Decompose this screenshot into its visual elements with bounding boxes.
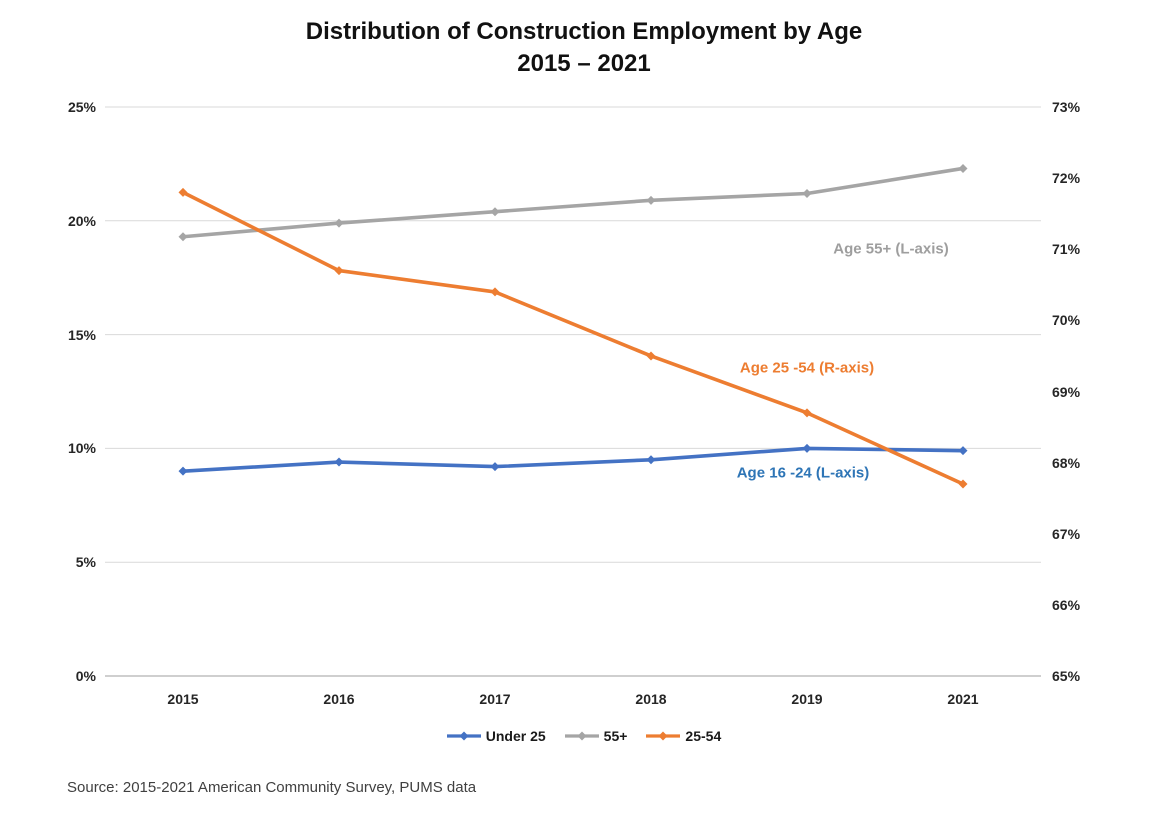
marker-25-54 — [802, 408, 812, 418]
legend-swatch-icon — [564, 731, 599, 741]
left-axis-tick-label: 0% — [75, 668, 96, 684]
left-axis-tick-label: 20% — [67, 212, 96, 229]
marker-25-54 — [958, 479, 968, 489]
right-axis-tick-label: 71% — [1052, 241, 1081, 258]
legend-label: Under 25 — [485, 728, 546, 744]
marker-55- — [958, 163, 968, 173]
series-annotation: Age 55+ (L-axis) — [833, 240, 949, 258]
series-line-under-25 — [181, 446, 965, 473]
marker-25-54 — [490, 287, 500, 297]
marker-55- — [178, 232, 188, 242]
series-annotation: Age 16 -24 (L-axis) — [736, 464, 870, 482]
legend-item-under-25: Under 25 — [446, 728, 546, 744]
x-axis-label-2015: 2015 — [167, 691, 199, 707]
chart-title-line1: Distribution of Construction Employment … — [305, 18, 863, 45]
marker-under-25 — [958, 446, 968, 456]
right-axis-tick-label: 72% — [1052, 170, 1081, 187]
x-axis-label-2017: 2017 — [479, 691, 511, 707]
marker-under-25 — [646, 455, 656, 465]
legend-label: 55+ — [603, 728, 628, 744]
marker-55- — [490, 207, 500, 217]
x-axis-label-2016: 2016 — [323, 691, 355, 707]
legend-swatch-icon — [446, 731, 481, 741]
series-line-55- — [181, 166, 965, 239]
marker-25-54 — [334, 266, 344, 276]
legend: Under 25 55+ 25-54 — [0, 726, 1168, 746]
marker-25-54 — [178, 187, 188, 197]
chart-title: Distribution of Construction Employment … — [0, 16, 1168, 80]
left-axis-tick-label: 25% — [67, 99, 96, 115]
chart-title-line2: 2015 – 2021 — [517, 50, 651, 77]
marker-under-25 — [334, 457, 344, 467]
legend-label: 25-54 — [685, 728, 722, 744]
marker-55- — [802, 188, 812, 198]
marker-55- — [646, 195, 656, 205]
right-axis-tick-label: 69% — [1052, 383, 1081, 400]
right-axis-tick-label: 70% — [1052, 312, 1081, 329]
right-axis-tick-label: 68% — [1052, 454, 1081, 471]
marker-25-54 — [646, 351, 656, 361]
left-axis-tick-label: 10% — [67, 440, 96, 457]
marker-under-25 — [490, 462, 500, 472]
source-note: Source: 2015-2021 American Community Sur… — [67, 779, 477, 796]
marker-under-25 — [802, 443, 812, 453]
right-axis-tick-label: 73% — [1052, 99, 1081, 115]
left-axis-tick-label: 5% — [75, 554, 96, 571]
x-axis-label-2018: 2018 — [635, 691, 667, 707]
marker-under-25 — [178, 466, 188, 476]
series-annotation: Age 25 -54 (R-axis) — [739, 359, 875, 377]
marker-55- — [334, 218, 344, 228]
left-axis-tick-label: 15% — [67, 326, 96, 343]
right-axis-tick-label: 67% — [1052, 525, 1081, 542]
x-axis-label-2021: 2021 — [947, 691, 979, 707]
x-axis-label-2019: 2019 — [791, 691, 823, 707]
legend-item-55-: 55+ — [564, 728, 628, 744]
right-axis-tick-label: 65% — [1052, 668, 1081, 684]
right-axis-tick-label: 66% — [1052, 596, 1081, 613]
series-line-25-54 — [181, 190, 965, 486]
legend-swatch-icon — [646, 731, 681, 741]
legend-item-25-54: 25-54 — [646, 728, 721, 744]
